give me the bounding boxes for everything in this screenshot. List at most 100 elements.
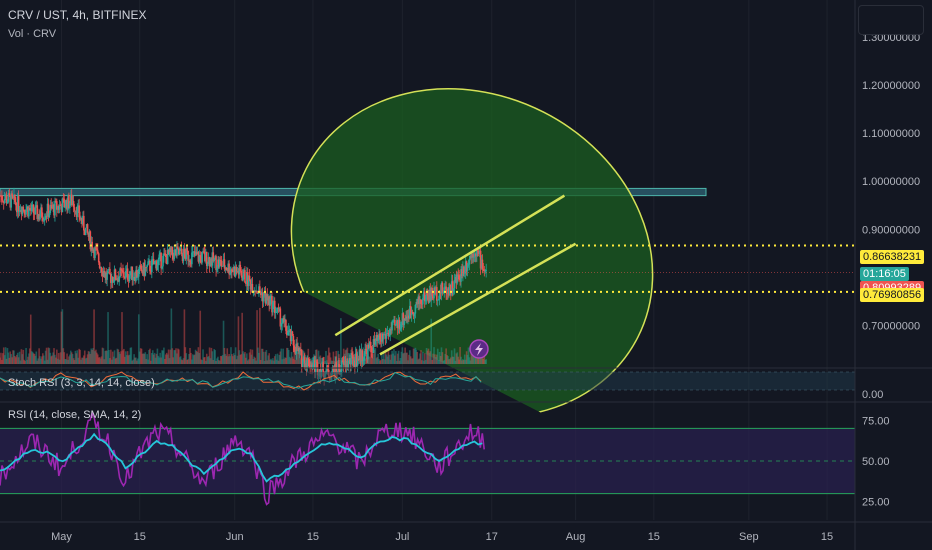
volume-bar (85, 357, 88, 364)
volume-bar (164, 358, 166, 364)
candle-body (393, 319, 395, 321)
candle-body (416, 301, 419, 305)
candle-body (403, 318, 406, 326)
volume-bar (17, 357, 20, 364)
volume-bar (217, 356, 219, 364)
volume-bar (424, 359, 427, 364)
lightning-icon[interactable] (469, 339, 489, 359)
volume-bar (402, 353, 405, 364)
candle-body (195, 251, 198, 255)
candle-body (57, 206, 60, 210)
volume-bar (127, 355, 130, 364)
volume-bar (284, 357, 286, 364)
candle-body (140, 265, 143, 272)
candle-body (259, 292, 262, 295)
candle-body (277, 307, 280, 309)
volume-bar (69, 354, 71, 364)
y-tick-label: 1.00000000 (862, 176, 920, 188)
volume-bar (273, 360, 275, 364)
candle-body (203, 251, 205, 254)
volume-bar (410, 358, 413, 364)
x-tick-label: 15 (134, 531, 146, 543)
toolbar-button[interactable] (858, 5, 924, 35)
candle-body (283, 317, 285, 322)
rsi-label[interactable]: RSI (14, close, SMA, 14, 2) (8, 409, 142, 421)
candle-body (290, 331, 293, 342)
candle-body (380, 339, 382, 342)
volume-bar (32, 353, 35, 364)
candle-body (59, 204, 62, 206)
candle-body (462, 266, 464, 276)
volume-bar (258, 352, 260, 364)
candle-body (130, 266, 133, 275)
dotted-levels[interactable] (0, 244, 855, 293)
volume-bar (304, 354, 307, 364)
volume-bar (449, 357, 452, 364)
volume-bar (56, 358, 59, 364)
candle-body (368, 341, 371, 348)
volume-bar (444, 353, 446, 364)
candle-body (158, 254, 161, 260)
stoch-rsi-label[interactable]: Stoch RSI (3, 3, 14, 14, close) (8, 377, 155, 389)
candle-body (256, 291, 258, 294)
candle-body (194, 251, 197, 256)
volume-bar (482, 358, 485, 364)
volume-bar (165, 352, 168, 364)
volume-bar (3, 355, 6, 364)
candle-body (42, 217, 44, 221)
candle-body (475, 253, 477, 256)
stoch-rsi-pane: 0.00 (0, 371, 883, 401)
volume-bar (123, 348, 125, 364)
volume-bar (260, 348, 263, 364)
candle-body (296, 343, 298, 352)
volume-bar (124, 356, 126, 364)
candle-body (369, 341, 372, 348)
candle-body (390, 328, 392, 331)
volume-bar (259, 360, 262, 364)
candle-body (414, 304, 417, 314)
candle-body (443, 287, 446, 292)
volume-bar (427, 348, 430, 364)
volume-bar (175, 348, 177, 364)
x-tick-label: 15 (821, 531, 833, 543)
candle-body (344, 360, 347, 369)
volume-bar (395, 360, 398, 364)
symbol-title[interactable]: CRV / UST, 4h, BITFINEX (8, 8, 147, 22)
candle-body (267, 296, 270, 301)
candle-body (31, 204, 34, 206)
candle-body (128, 275, 131, 281)
volume-bar (393, 349, 395, 364)
volume-bar (239, 354, 242, 364)
volume-bar (44, 350, 47, 364)
volume-bar (272, 358, 274, 364)
volume-bar (330, 360, 333, 364)
candle-body (105, 272, 107, 280)
candle-body (270, 295, 272, 299)
volume-bar (300, 358, 302, 364)
candle-body (395, 320, 398, 325)
channel-lines[interactable] (334, 194, 577, 356)
volume-bar (151, 350, 154, 364)
candle-body (171, 246, 174, 255)
volume-bar (198, 352, 201, 364)
candle-body (402, 313, 405, 326)
candle-body (188, 260, 190, 262)
volume-bar (210, 347, 213, 364)
candle-body (41, 207, 43, 218)
candle-body (453, 279, 456, 289)
candle-body (265, 294, 268, 304)
candle-body (297, 347, 299, 352)
volume-bar (331, 360, 334, 364)
candle-body (198, 255, 201, 262)
volume-bar (194, 349, 197, 364)
candle-body (179, 248, 182, 251)
candle-body (276, 307, 279, 312)
volume-bar (391, 350, 393, 364)
volume-bar (228, 353, 230, 364)
candle-body (15, 202, 17, 206)
volume-bar (215, 360, 217, 364)
volume-bar (45, 347, 48, 364)
candle-body (82, 215, 84, 224)
volume-bar (263, 360, 266, 364)
